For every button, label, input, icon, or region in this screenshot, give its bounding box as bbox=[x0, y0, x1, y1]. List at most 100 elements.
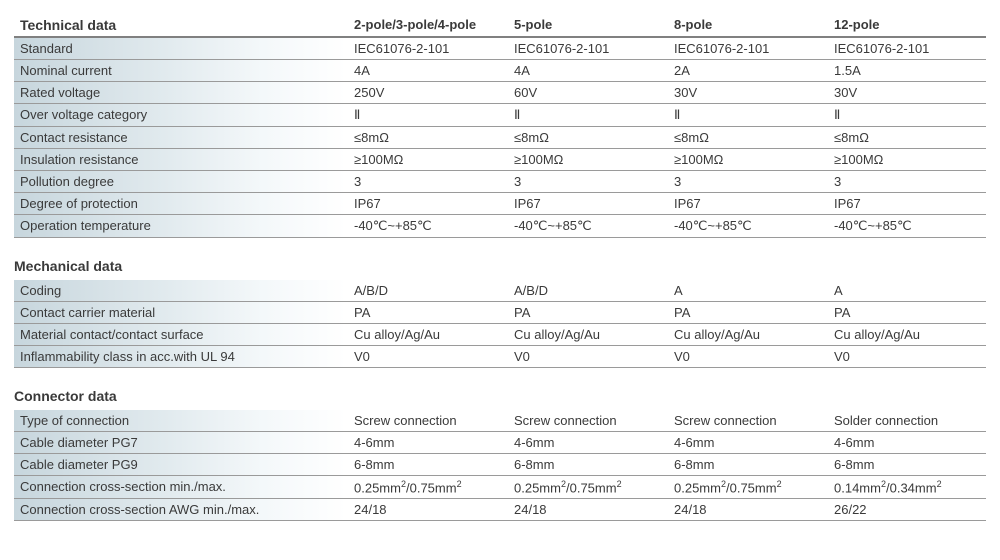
table-row: CodingA/B/DA/B/DAA bbox=[14, 280, 986, 302]
cell-value: V0 bbox=[826, 346, 986, 367]
table-row: Nominal current4A4A2A1.5A bbox=[14, 60, 986, 82]
row-label: Type of connection bbox=[14, 410, 346, 431]
cell-value: 250V bbox=[346, 82, 506, 103]
cell-value: IEC61076-2-101 bbox=[826, 38, 986, 59]
row-label: Over voltage category bbox=[14, 104, 346, 126]
cell-value: 24/18 bbox=[666, 499, 826, 520]
cell-value: PA bbox=[826, 302, 986, 323]
row-label: Standard bbox=[14, 38, 346, 59]
header-row: Technical data2-pole/3-pole/4-pole5-pole… bbox=[14, 14, 986, 38]
column-header: 5-pole bbox=[506, 14, 666, 36]
section: Connector dataType of connectionScrew co… bbox=[14, 384, 986, 521]
cell-value: 4-6mm bbox=[346, 432, 506, 453]
cell-value: V0 bbox=[506, 346, 666, 367]
cell-value: Ⅱ bbox=[826, 104, 986, 126]
cell-value: 0.25mm2/0.75mm2 bbox=[346, 476, 506, 498]
cell-value: 24/18 bbox=[506, 499, 666, 520]
cell-value: A/B/D bbox=[346, 280, 506, 301]
cell-value: IP67 bbox=[826, 193, 986, 214]
row-label: Material contact/contact surface bbox=[14, 324, 346, 345]
table-row: Operation temperature-40℃~+85℃-40℃~+85℃-… bbox=[14, 215, 986, 238]
table-row: Contact carrier materialPAPAPAPA bbox=[14, 302, 986, 324]
cell-value: 0.25mm2/0.75mm2 bbox=[506, 476, 666, 498]
cell-value: Screw connection bbox=[346, 410, 506, 431]
row-label: Connection cross-section AWG min./max. bbox=[14, 499, 346, 520]
cell-value: 3 bbox=[346, 171, 506, 192]
cell-value: 4A bbox=[506, 60, 666, 81]
table-row: Cable diameter PG74-6mm4-6mm4-6mm4-6mm bbox=[14, 432, 986, 454]
cell-value: A/B/D bbox=[506, 280, 666, 301]
cell-value: 4-6mm bbox=[506, 432, 666, 453]
cell-value: Cu alloy/Ag/Au bbox=[826, 324, 986, 345]
cell-value: ≤8mΩ bbox=[666, 127, 826, 148]
table-row: Contact resistance≤8mΩ≤8mΩ≤8mΩ≤8mΩ bbox=[14, 127, 986, 149]
table-row: Material contact/contact surfaceCu alloy… bbox=[14, 324, 986, 346]
row-label: Operation temperature bbox=[14, 215, 346, 237]
table-row: StandardIEC61076-2-101IEC61076-2-101IEC6… bbox=[14, 38, 986, 60]
row-label: Connection cross-section min./max. bbox=[14, 476, 346, 498]
section-title: Connector data bbox=[14, 384, 986, 410]
table-row: Over voltage categoryⅡⅡⅡⅡ bbox=[14, 104, 986, 127]
cell-value: 0.14mm2/0.34mm2 bbox=[826, 476, 986, 498]
cell-value: 3 bbox=[506, 171, 666, 192]
cell-value: ≥100MΩ bbox=[506, 149, 666, 170]
cell-value: IEC61076-2-101 bbox=[506, 38, 666, 59]
cell-value: 0.25mm2/0.75mm2 bbox=[666, 476, 826, 498]
cell-value: 26/22 bbox=[826, 499, 986, 520]
cell-value: 30V bbox=[826, 82, 986, 103]
cell-value: Screw connection bbox=[506, 410, 666, 431]
cell-value: 6-8mm bbox=[346, 454, 506, 475]
table-row: Cable diameter PG96-8mm6-8mm6-8mm6-8mm bbox=[14, 454, 986, 476]
table-row: Pollution degree3333 bbox=[14, 171, 986, 193]
cell-value: Cu alloy/Ag/Au bbox=[666, 324, 826, 345]
cell-value: ≥100MΩ bbox=[826, 149, 986, 170]
cell-value: V0 bbox=[346, 346, 506, 367]
cell-value: Ⅱ bbox=[506, 104, 666, 126]
cell-value: 3 bbox=[826, 171, 986, 192]
cell-value: 3 bbox=[666, 171, 826, 192]
cell-value: Cu alloy/Ag/Au bbox=[506, 324, 666, 345]
cell-value: PA bbox=[506, 302, 666, 323]
cell-value: ≥100MΩ bbox=[346, 149, 506, 170]
row-label: Inflammability class in acc.with UL 94 bbox=[14, 346, 346, 367]
cell-value: 24/18 bbox=[346, 499, 506, 520]
row-label: Degree of protection bbox=[14, 193, 346, 214]
cell-value: A bbox=[826, 280, 986, 301]
section-title: Mechanical data bbox=[14, 254, 986, 280]
cell-value: ≤8mΩ bbox=[826, 127, 986, 148]
cell-value: PA bbox=[346, 302, 506, 323]
row-label: Insulation resistance bbox=[14, 149, 346, 170]
cell-value: IP67 bbox=[346, 193, 506, 214]
table-row: Inflammability class in acc.with UL 94V0… bbox=[14, 346, 986, 368]
cell-value: 60V bbox=[506, 82, 666, 103]
cell-value: -40℃~+85℃ bbox=[506, 215, 666, 237]
cell-value: 4A bbox=[346, 60, 506, 81]
table-row: Connection cross-section min./max.0.25mm… bbox=[14, 476, 986, 499]
cell-value: IP67 bbox=[666, 193, 826, 214]
row-label: Rated voltage bbox=[14, 82, 346, 103]
cell-value: 6-8mm bbox=[506, 454, 666, 475]
column-header: 12-pole bbox=[826, 14, 986, 36]
section-title: Technical data bbox=[14, 14, 346, 36]
cell-value: Screw connection bbox=[666, 410, 826, 431]
section: Technical data2-pole/3-pole/4-pole5-pole… bbox=[14, 14, 986, 238]
cell-value: Ⅱ bbox=[666, 104, 826, 126]
spec-table: Technical data2-pole/3-pole/4-pole5-pole… bbox=[14, 14, 986, 521]
cell-value: IEC61076-2-101 bbox=[666, 38, 826, 59]
cell-value: 6-8mm bbox=[826, 454, 986, 475]
table-row: Rated voltage250V60V30V30V bbox=[14, 82, 986, 104]
cell-value: ≥100MΩ bbox=[666, 149, 826, 170]
cell-value: 4-6mm bbox=[666, 432, 826, 453]
column-header: 8-pole bbox=[666, 14, 826, 36]
cell-value: V0 bbox=[666, 346, 826, 367]
cell-value: 6-8mm bbox=[666, 454, 826, 475]
cell-value: -40℃~+85℃ bbox=[826, 215, 986, 237]
row-label: Coding bbox=[14, 280, 346, 301]
table-row: Insulation resistance≥100MΩ≥100MΩ≥100MΩ≥… bbox=[14, 149, 986, 171]
cell-value: Cu alloy/Ag/Au bbox=[346, 324, 506, 345]
cell-value: ≤8mΩ bbox=[506, 127, 666, 148]
table-row: Connection cross-section AWG min./max.24… bbox=[14, 499, 986, 521]
row-label: Pollution degree bbox=[14, 171, 346, 192]
cell-value: -40℃~+85℃ bbox=[346, 215, 506, 237]
cell-value: IEC61076-2-101 bbox=[346, 38, 506, 59]
